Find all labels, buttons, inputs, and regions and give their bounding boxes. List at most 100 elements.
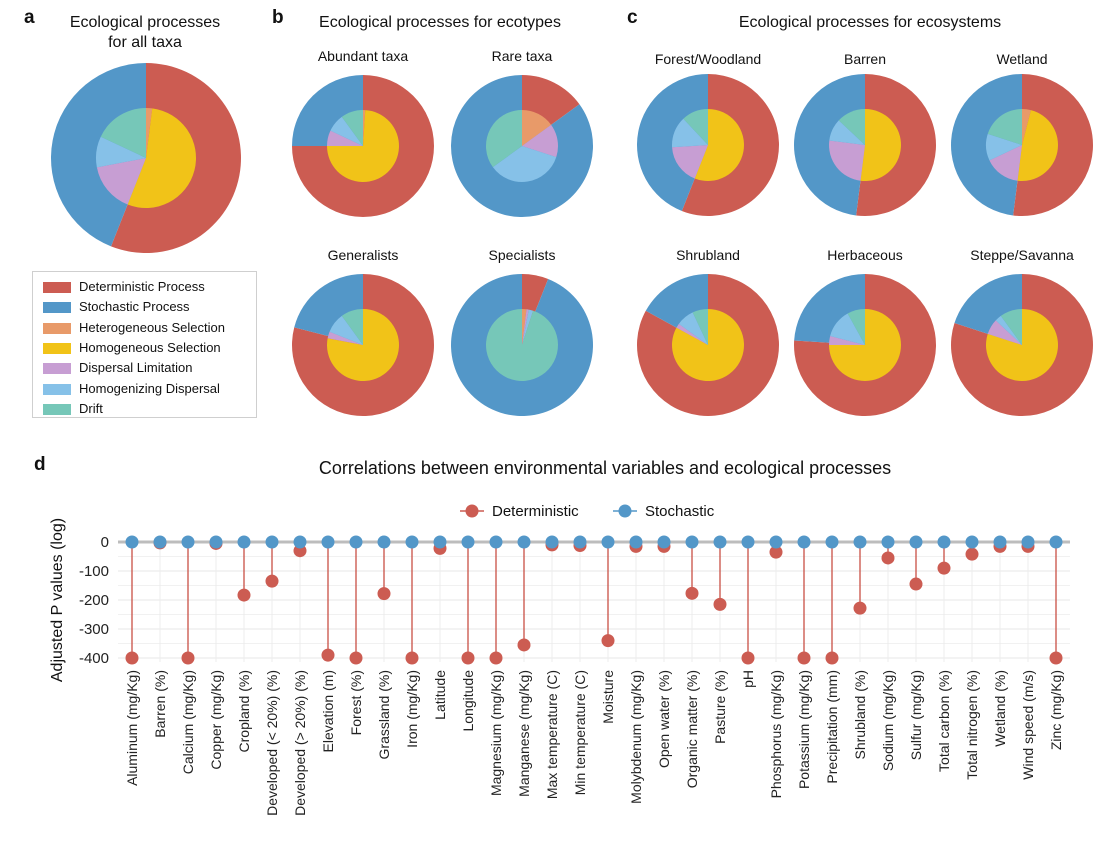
pie-label-barren: Barren <box>843 51 887 67</box>
pie-label-steppe-savanna: Steppe/Savanna <box>970 247 1074 263</box>
x-tick-label: Zinc (mg/Kg) <box>1048 670 1064 750</box>
point-deterministic-30 <box>965 547 979 561</box>
pie-abundant-taxa-inner-slice-heterogeneous-selection <box>363 110 366 146</box>
pie-shrubland-inner-slice-dispersal-limitation <box>676 323 708 345</box>
point-deterministic-17 <box>601 634 615 648</box>
legend-label: Deterministic Process <box>79 279 205 294</box>
x-tick-label: Total carbon (%) <box>936 670 952 772</box>
panel-a-title-line2: for all taxa <box>108 34 182 51</box>
y-tick-label: -400 <box>79 650 109 667</box>
legend-item-stochastic-process: Stochastic Process <box>43 298 190 316</box>
point-deterministic-27 <box>881 551 895 565</box>
pie-steppe-savanna-inner-slice-dispersal-limitation <box>987 320 1022 345</box>
pie-label-herbaceous: Herbaceous <box>827 247 903 263</box>
pie-charts <box>51 63 1093 417</box>
x-tick-label: Potassium (mg/Kg) <box>796 670 812 789</box>
x-tick-label: Total nitrogen (%) <box>964 670 980 780</box>
y-tick-label: -100 <box>79 563 109 580</box>
pie-label-wetland: Wetland <box>996 51 1048 67</box>
point-stochastic-25 <box>825 535 839 549</box>
legend-item-dispersal-limitation: Dispersal Limitation <box>43 359 192 377</box>
legend-swatch <box>43 302 71 314</box>
x-tick-label: Wind speed (m/s) <box>1020 670 1036 780</box>
point-stochastic-20 <box>685 535 699 549</box>
legend-label: Drift <box>79 400 103 416</box>
x-tick-label: Max temperature (C) <box>544 670 560 799</box>
pie-shrubland-inner-slice-homogenizing-dispersal <box>678 312 708 345</box>
pie-wetland-inner-slice-drift <box>987 109 1022 145</box>
point-deterministic-4 <box>237 588 251 602</box>
pie-barren-inner-slice-dispersal-limitation <box>829 140 865 181</box>
legend-label: Homogenizing Dispersal <box>79 380 220 396</box>
pie-label-generalists: Generalists <box>327 247 399 263</box>
point-deterministic-9 <box>377 587 391 601</box>
point-stochastic-5 <box>265 535 279 549</box>
pie-herbaceous-inner-slice-drift <box>847 309 865 345</box>
panel-c-letter: c <box>627 7 638 28</box>
pie-generalists-inner-slice-homogenizing-dispersal <box>329 315 363 345</box>
x-tick-label: Min temperature (C) <box>572 670 588 795</box>
point-deterministic-26 <box>853 601 867 615</box>
legend-marker <box>618 504 632 518</box>
point-stochastic-1 <box>153 535 167 549</box>
x-tick-label: Iron (mg/Kg) <box>404 670 420 748</box>
pie-abundant-taxa-inner-slice-drift <box>341 110 363 146</box>
pie-label-rare-taxa: Rare taxa <box>491 48 553 64</box>
point-stochastic-27 <box>881 535 895 549</box>
point-deterministic-10 <box>405 651 419 665</box>
pie-rare-taxa-inner-slice-homogenizing-dispersal <box>492 146 557 182</box>
pie-forest-woodland-inner-slice-homogeneous-selection <box>694 109 745 182</box>
x-tick-label: pH <box>740 670 756 688</box>
pie-rare-taxa-inner-slice-drift <box>486 110 522 168</box>
point-stochastic-33 <box>1049 535 1063 549</box>
pie-wetland-inner-slice-heterogeneous-selection <box>1022 109 1031 145</box>
point-stochastic-3 <box>209 535 223 549</box>
pie-label-forest-woodland: Forest/Woodland <box>654 51 762 67</box>
legend-swatch <box>43 363 71 375</box>
point-stochastic-30 <box>965 535 979 549</box>
pie-abundant-taxa-inner-slice-dispersal-limitation <box>327 130 363 146</box>
pie-rare-taxa-inner-slice-heterogeneous-selection <box>522 110 552 146</box>
pie-wetland-inner-slice-homogeneous-selection <box>1017 110 1059 182</box>
point-stochastic-22 <box>741 535 755 549</box>
x-tick-label: Copper (mg/Kg) <box>208 670 224 770</box>
x-tick-label: Longitude <box>460 670 476 732</box>
point-stochastic-14 <box>517 535 531 549</box>
panel-a-letter: a <box>24 7 35 28</box>
pie-barren-inner-slice-drift <box>838 109 865 145</box>
point-stochastic-26 <box>853 535 867 549</box>
y-tick-label: -200 <box>79 592 109 609</box>
x-tick-label: Sulfur (mg/Kg) <box>908 670 924 760</box>
x-tick-label: Open water (%) <box>656 670 672 768</box>
pie-wetland-inner-slice-dispersal-limitation <box>989 145 1022 181</box>
y-tick-label: 0 <box>101 534 109 551</box>
panel-b-letter: b <box>272 7 284 28</box>
point-stochastic-2 <box>181 535 195 549</box>
point-stochastic-29 <box>937 535 951 549</box>
plot-grid <box>118 536 1070 662</box>
pie-forest-woodland-inner-slice-dispersal-limitation <box>672 145 708 179</box>
pie-specialists-inner-slice-drift <box>486 309 559 382</box>
pie-label-shrubland: Shrubland <box>676 247 740 263</box>
pie-label-abundant-taxa: Abundant taxa <box>317 48 409 64</box>
point-deterministic-24 <box>797 651 811 665</box>
point-stochastic-21 <box>713 535 727 549</box>
pie-wetland-inner-slice-homogenizing-dispersal <box>986 133 1022 161</box>
point-stochastic-8 <box>349 535 363 549</box>
point-stochastic-7 <box>321 535 335 549</box>
x-tick-label: Phosphorus (mg/Kg) <box>768 670 784 798</box>
pie-all-taxa-inner-slice-heterogeneous-selection <box>146 108 153 158</box>
panel-a-title-line1: Ecological processes <box>69 14 221 31</box>
point-deterministic-7 <box>321 648 335 662</box>
point-stochastic-18 <box>629 535 643 549</box>
legend-series-label: Deterministic <box>492 503 579 520</box>
pie-steppe-savanna-inner-slice-homogenizing-dispersal <box>995 315 1022 345</box>
point-deterministic-23 <box>769 545 783 559</box>
point-stochastic-0 <box>125 535 139 549</box>
x-tick-label: Calcium (mg/Kg) <box>180 670 196 774</box>
dot-plot-legend: Deterministic Stochastic <box>460 503 715 520</box>
point-deterministic-20 <box>685 586 699 600</box>
legend-label: Homogeneous Selection <box>79 339 221 355</box>
x-tick-label: Precipitation (mm) <box>824 670 840 784</box>
pie-all-taxa-inner-slice-dispersal-limitation <box>96 158 146 205</box>
